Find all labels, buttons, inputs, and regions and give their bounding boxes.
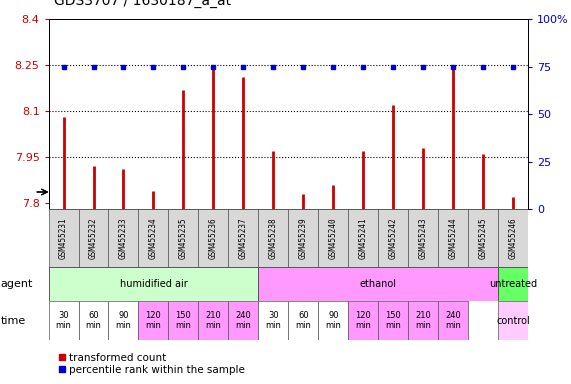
Text: ethanol: ethanol bbox=[360, 279, 397, 289]
Bar bbox=[468, 209, 498, 267]
Text: GSM455237: GSM455237 bbox=[239, 217, 248, 259]
Bar bbox=[348, 209, 379, 267]
Text: 120
min: 120 min bbox=[146, 311, 162, 330]
Bar bbox=[168, 301, 199, 340]
Text: GSM455242: GSM455242 bbox=[389, 217, 398, 259]
Bar bbox=[348, 301, 379, 340]
Bar bbox=[108, 301, 138, 340]
Bar bbox=[79, 301, 108, 340]
Bar bbox=[228, 301, 259, 340]
Bar bbox=[439, 301, 468, 340]
Text: 150
min: 150 min bbox=[175, 311, 191, 330]
Text: GSM455244: GSM455244 bbox=[449, 217, 458, 259]
Text: 240
min: 240 min bbox=[445, 311, 461, 330]
Text: 60
min: 60 min bbox=[86, 311, 102, 330]
Bar bbox=[498, 209, 528, 267]
Text: 150
min: 150 min bbox=[385, 311, 401, 330]
Bar bbox=[259, 267, 498, 301]
Bar bbox=[139, 301, 168, 340]
Bar bbox=[288, 301, 319, 340]
Bar bbox=[199, 209, 228, 267]
Text: GSM455234: GSM455234 bbox=[149, 217, 158, 259]
Bar bbox=[49, 209, 79, 267]
Bar bbox=[319, 301, 348, 340]
Text: GSM455233: GSM455233 bbox=[119, 217, 128, 259]
Bar bbox=[139, 209, 168, 267]
Text: GSM455246: GSM455246 bbox=[509, 217, 518, 259]
Text: untreated: untreated bbox=[489, 279, 537, 289]
Bar bbox=[108, 209, 138, 267]
Text: 210
min: 210 min bbox=[206, 311, 222, 330]
Text: humidified air: humidified air bbox=[119, 279, 187, 289]
Text: agent: agent bbox=[1, 279, 33, 289]
Text: time: time bbox=[1, 316, 26, 326]
Text: 30
min: 30 min bbox=[55, 311, 71, 330]
Text: GSM455245: GSM455245 bbox=[478, 217, 488, 259]
Bar bbox=[498, 267, 528, 301]
Bar bbox=[408, 209, 439, 267]
Bar bbox=[319, 209, 348, 267]
Legend: transformed count, percentile rank within the sample: transformed count, percentile rank withi… bbox=[54, 348, 250, 379]
Bar bbox=[408, 301, 439, 340]
Text: GDS3707 / 1630187_a_at: GDS3707 / 1630187_a_at bbox=[54, 0, 231, 8]
Bar bbox=[168, 209, 199, 267]
Bar bbox=[49, 301, 79, 340]
Bar bbox=[199, 301, 228, 340]
Bar bbox=[49, 267, 259, 301]
Bar bbox=[259, 301, 288, 340]
Bar bbox=[259, 209, 288, 267]
Text: GSM455235: GSM455235 bbox=[179, 217, 188, 259]
Text: 30
min: 30 min bbox=[266, 311, 282, 330]
Text: 90
min: 90 min bbox=[115, 311, 131, 330]
Text: 60
min: 60 min bbox=[295, 311, 311, 330]
Bar bbox=[228, 209, 259, 267]
Bar bbox=[379, 301, 408, 340]
Bar bbox=[79, 209, 108, 267]
Text: GSM455238: GSM455238 bbox=[269, 217, 278, 259]
Text: GSM455232: GSM455232 bbox=[89, 217, 98, 259]
Text: 210
min: 210 min bbox=[415, 311, 431, 330]
Bar bbox=[498, 301, 528, 340]
Text: GSM455240: GSM455240 bbox=[329, 217, 338, 259]
Bar bbox=[379, 209, 408, 267]
Text: GSM455239: GSM455239 bbox=[299, 217, 308, 259]
Text: 120
min: 120 min bbox=[355, 311, 371, 330]
Text: 240
min: 240 min bbox=[235, 311, 251, 330]
Text: GSM455236: GSM455236 bbox=[209, 217, 218, 259]
Text: GSM455231: GSM455231 bbox=[59, 217, 68, 259]
Text: GSM455243: GSM455243 bbox=[419, 217, 428, 259]
Text: GSM455241: GSM455241 bbox=[359, 217, 368, 259]
Bar bbox=[439, 209, 468, 267]
Text: control: control bbox=[496, 316, 530, 326]
Text: 90
min: 90 min bbox=[325, 311, 341, 330]
Bar bbox=[288, 209, 319, 267]
